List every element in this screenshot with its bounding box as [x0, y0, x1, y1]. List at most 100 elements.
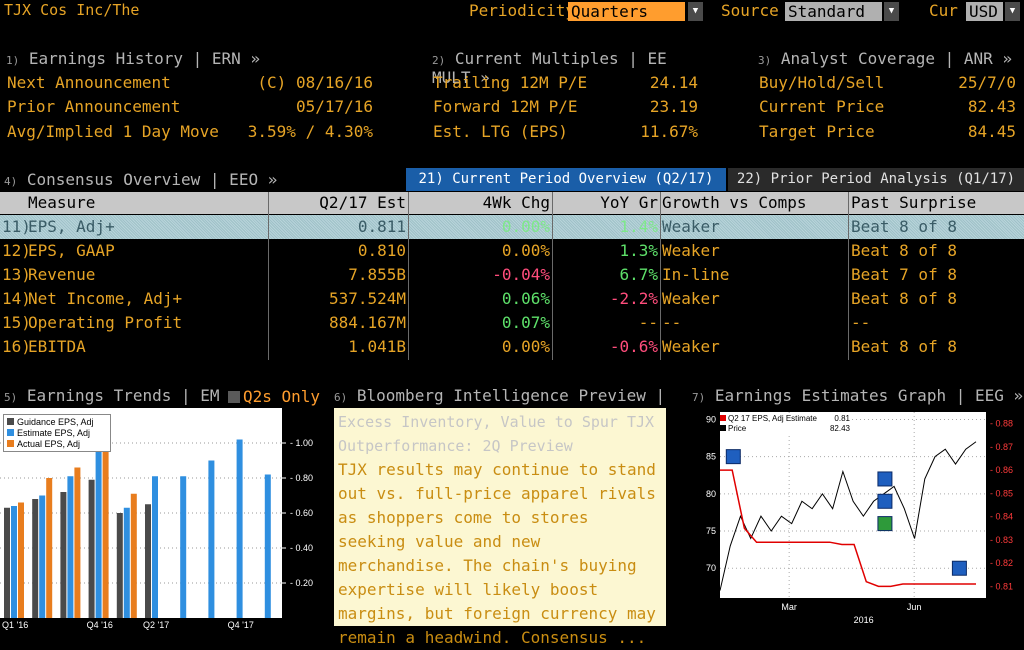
row-yoy-gr: --: [638, 313, 658, 332]
bi-preview-box[interactable]: Excess Inventory, Value to Spur TJX Outp…: [334, 408, 666, 647]
col-past-surprise[interactable]: Past Surprise: [851, 193, 977, 212]
tab-current-period[interactable]: 21) Current Period Overview (Q2/17): [406, 168, 726, 191]
buy-hold-sell-value: 25/7/0: [958, 73, 1016, 92]
bar-actual-eps-adj: [74, 467, 81, 618]
event-marker-icon: [877, 516, 893, 532]
periodicity-dropdown-icon[interactable]: ▼: [688, 2, 703, 21]
legend-swatch: [720, 415, 726, 421]
table-row[interactable]: 12) EPS, GAAP 0.810 0.00% 1.3% Weaker Beat 8 o…: [0, 239, 1024, 263]
estimate-line: [720, 469, 976, 588]
row-measure: Operating Profit: [28, 313, 183, 332]
source-select[interactable]: Standard: [785, 2, 882, 21]
x-tick-label: Q2 '17: [143, 620, 169, 630]
analyst-coverage-header[interactable]: 3) Analyst Coverage | ANR »: [758, 49, 1013, 68]
row-4wk-chg: -0.04%: [492, 265, 550, 284]
estimates-graph-header[interactable]: 7) Earnings Estimates Graph | EEG »: [692, 386, 1024, 405]
bar-actual-eps-adj: [130, 493, 137, 618]
y-tick-label-left: 90: [706, 414, 716, 424]
row-estimate: 0.811: [357, 217, 406, 236]
currency-select[interactable]: USD: [966, 2, 1003, 21]
legend-swatch: [7, 429, 14, 436]
y-tick-label: - 0.80: [290, 473, 313, 483]
y-tick-label-left: 75: [706, 526, 716, 536]
row-past-surprise: Beat 8 of 8: [851, 289, 957, 308]
x-tick-label: Mar: [781, 602, 797, 612]
security-title: TJX Cos Inc/The: [4, 1, 140, 19]
bar-guidance-eps-adj: [116, 513, 123, 618]
col-growth-vs-comps[interactable]: Growth vs Comps: [662, 193, 807, 212]
y-tick-label-right: - 0.86: [990, 465, 1013, 475]
y-tick-label-left: 85: [706, 452, 716, 462]
current-multiples-header[interactable]: 2) Current Multiples | EE MULT »: [432, 49, 667, 87]
currency-dropdown-icon[interactable]: ▼: [1005, 2, 1020, 21]
forward-pe-value: 23.19: [649, 97, 698, 116]
row-number: 16): [2, 337, 31, 356]
row-past-surprise: Beat 8 of 8: [851, 337, 957, 356]
source-label: Source: [721, 1, 779, 20]
row-growth-vs-comps: Weaker: [662, 337, 720, 356]
bar-estimate-eps-adj: [67, 476, 74, 618]
table-row[interactable]: 14) Net Income, Adj+ 537.524M 0.06% -2.2% Wea…: [0, 287, 1024, 311]
bar-estimate-eps-adj: [208, 460, 215, 618]
estimates-graph-panel: 7) Earnings Estimates Graph | EEG » 90 85…: [690, 384, 1024, 634]
bar-actual-eps-adj: [18, 502, 24, 618]
row-past-surprise: Beat 8 of 8: [851, 217, 957, 236]
y-tick-label-right: - 0.81: [990, 581, 1013, 591]
current-price-value: 82.43: [967, 97, 1016, 116]
y-tick-label: - 0.20: [290, 578, 313, 588]
plot-background: [720, 412, 986, 598]
row-number: 12): [2, 241, 31, 260]
y-tick-label-right: - 0.88: [990, 419, 1013, 429]
consensus-table: Measure Q2/17 Est 4Wk Chg YoY Gr Growth …: [0, 192, 1024, 360]
table-row[interactable]: 13) Revenue 7.855B -0.04% 6.7% In-line Beat 7 …: [0, 263, 1024, 287]
row-yoy-gr: -2.2%: [609, 289, 658, 308]
earnings-trends-header[interactable]: 5) Earnings Trends | EM »: [4, 386, 239, 405]
y-tick-label: - 0.60: [290, 508, 313, 518]
row-4wk-chg: 0.06%: [501, 289, 550, 308]
bar-estimate-eps-adj: [39, 495, 46, 618]
row-past-surprise: Beat 8 of 8: [851, 241, 957, 260]
prior-announcement-label: Prior Announcement: [7, 97, 181, 116]
row-estimate: 7.855B: [348, 265, 406, 284]
bi-headline[interactable]: Excess Inventory, Value to Spur TJX Outp…: [338, 413, 655, 455]
row-measure: Revenue: [28, 265, 96, 284]
table-row[interactable]: 11) EPS, Adj+ 0.811 0.00% 1.4% Weaker Beat 8 o…: [0, 215, 1024, 239]
ltg-label: Est. LTG (EPS): [433, 122, 568, 141]
bi-preview-panel: 6) Bloomberg Intelligence Preview | BI »…: [332, 384, 668, 647]
earnings-history-header[interactable]: 1) Earnings History | ERN »: [6, 49, 261, 68]
col-estimate[interactable]: Q2/17 Est: [319, 193, 406, 212]
col-4wk-chg[interactable]: 4Wk Chg: [482, 193, 550, 212]
row-growth-vs-comps: Weaker: [662, 217, 720, 236]
y-tick-label-left: 70: [706, 563, 716, 573]
x-tick-label: Q4 '17: [228, 620, 254, 630]
legend-actual: Actual EPS, Adj: [7, 439, 107, 450]
day-move-value: 3.59% / 4.30%: [247, 122, 373, 141]
col-divider: [660, 192, 661, 360]
bar-estimate-eps-adj: [123, 507, 130, 618]
earnings-history-panel: 1) Earnings History | ERN » Next Announc…: [0, 48, 380, 148]
bar-guidance-eps-adj: [145, 504, 151, 618]
table-row[interactable]: 16) EBITDA 1.041B 0.00% -0.6% Weaker Beat 8 of…: [0, 335, 1024, 359]
y-tick-label-right: - 0.82: [990, 558, 1013, 568]
eeg-legend-price: Price 82.43: [720, 424, 850, 434]
col-measure[interactable]: Measure: [28, 193, 96, 212]
trends-legend: Guidance EPS, Adj Estimate EPS, Adj Actu…: [3, 414, 111, 452]
col-yoy-gr[interactable]: YoY Gr: [600, 193, 658, 212]
row-yoy-gr: -0.6%: [609, 337, 658, 356]
row-measure: EPS, GAAP: [28, 241, 115, 260]
checkbox-icon[interactable]: [228, 390, 240, 403]
row-number: 15): [2, 313, 31, 332]
table-row[interactable]: 15) Operating Profit 884.167M 0.07% -- -- --: [0, 311, 1024, 335]
row-past-surprise: --: [851, 313, 871, 332]
bar-guidance-eps-adj: [4, 507, 10, 618]
row-past-surprise: Beat 7 of 8: [851, 265, 957, 284]
bar-guidance-eps-adj: [88, 479, 95, 618]
bar-estimate-eps-adj: [264, 474, 271, 618]
row-estimate: 537.524M: [328, 289, 406, 308]
tab-prior-period[interactable]: 22) Prior Period Analysis (Q1/17): [728, 168, 1024, 191]
source-dropdown-icon[interactable]: ▼: [884, 2, 899, 21]
periodicity-select[interactable]: Quarters: [568, 2, 685, 21]
eeg-legend-estimate: Q2 17 EPS, Adj Estimate 0.81: [720, 414, 850, 424]
q2s-only-toggle[interactable]: Q2s Only: [228, 387, 320, 406]
consensus-header[interactable]: 4) Consensus Overview | EEO »: [4, 170, 278, 189]
